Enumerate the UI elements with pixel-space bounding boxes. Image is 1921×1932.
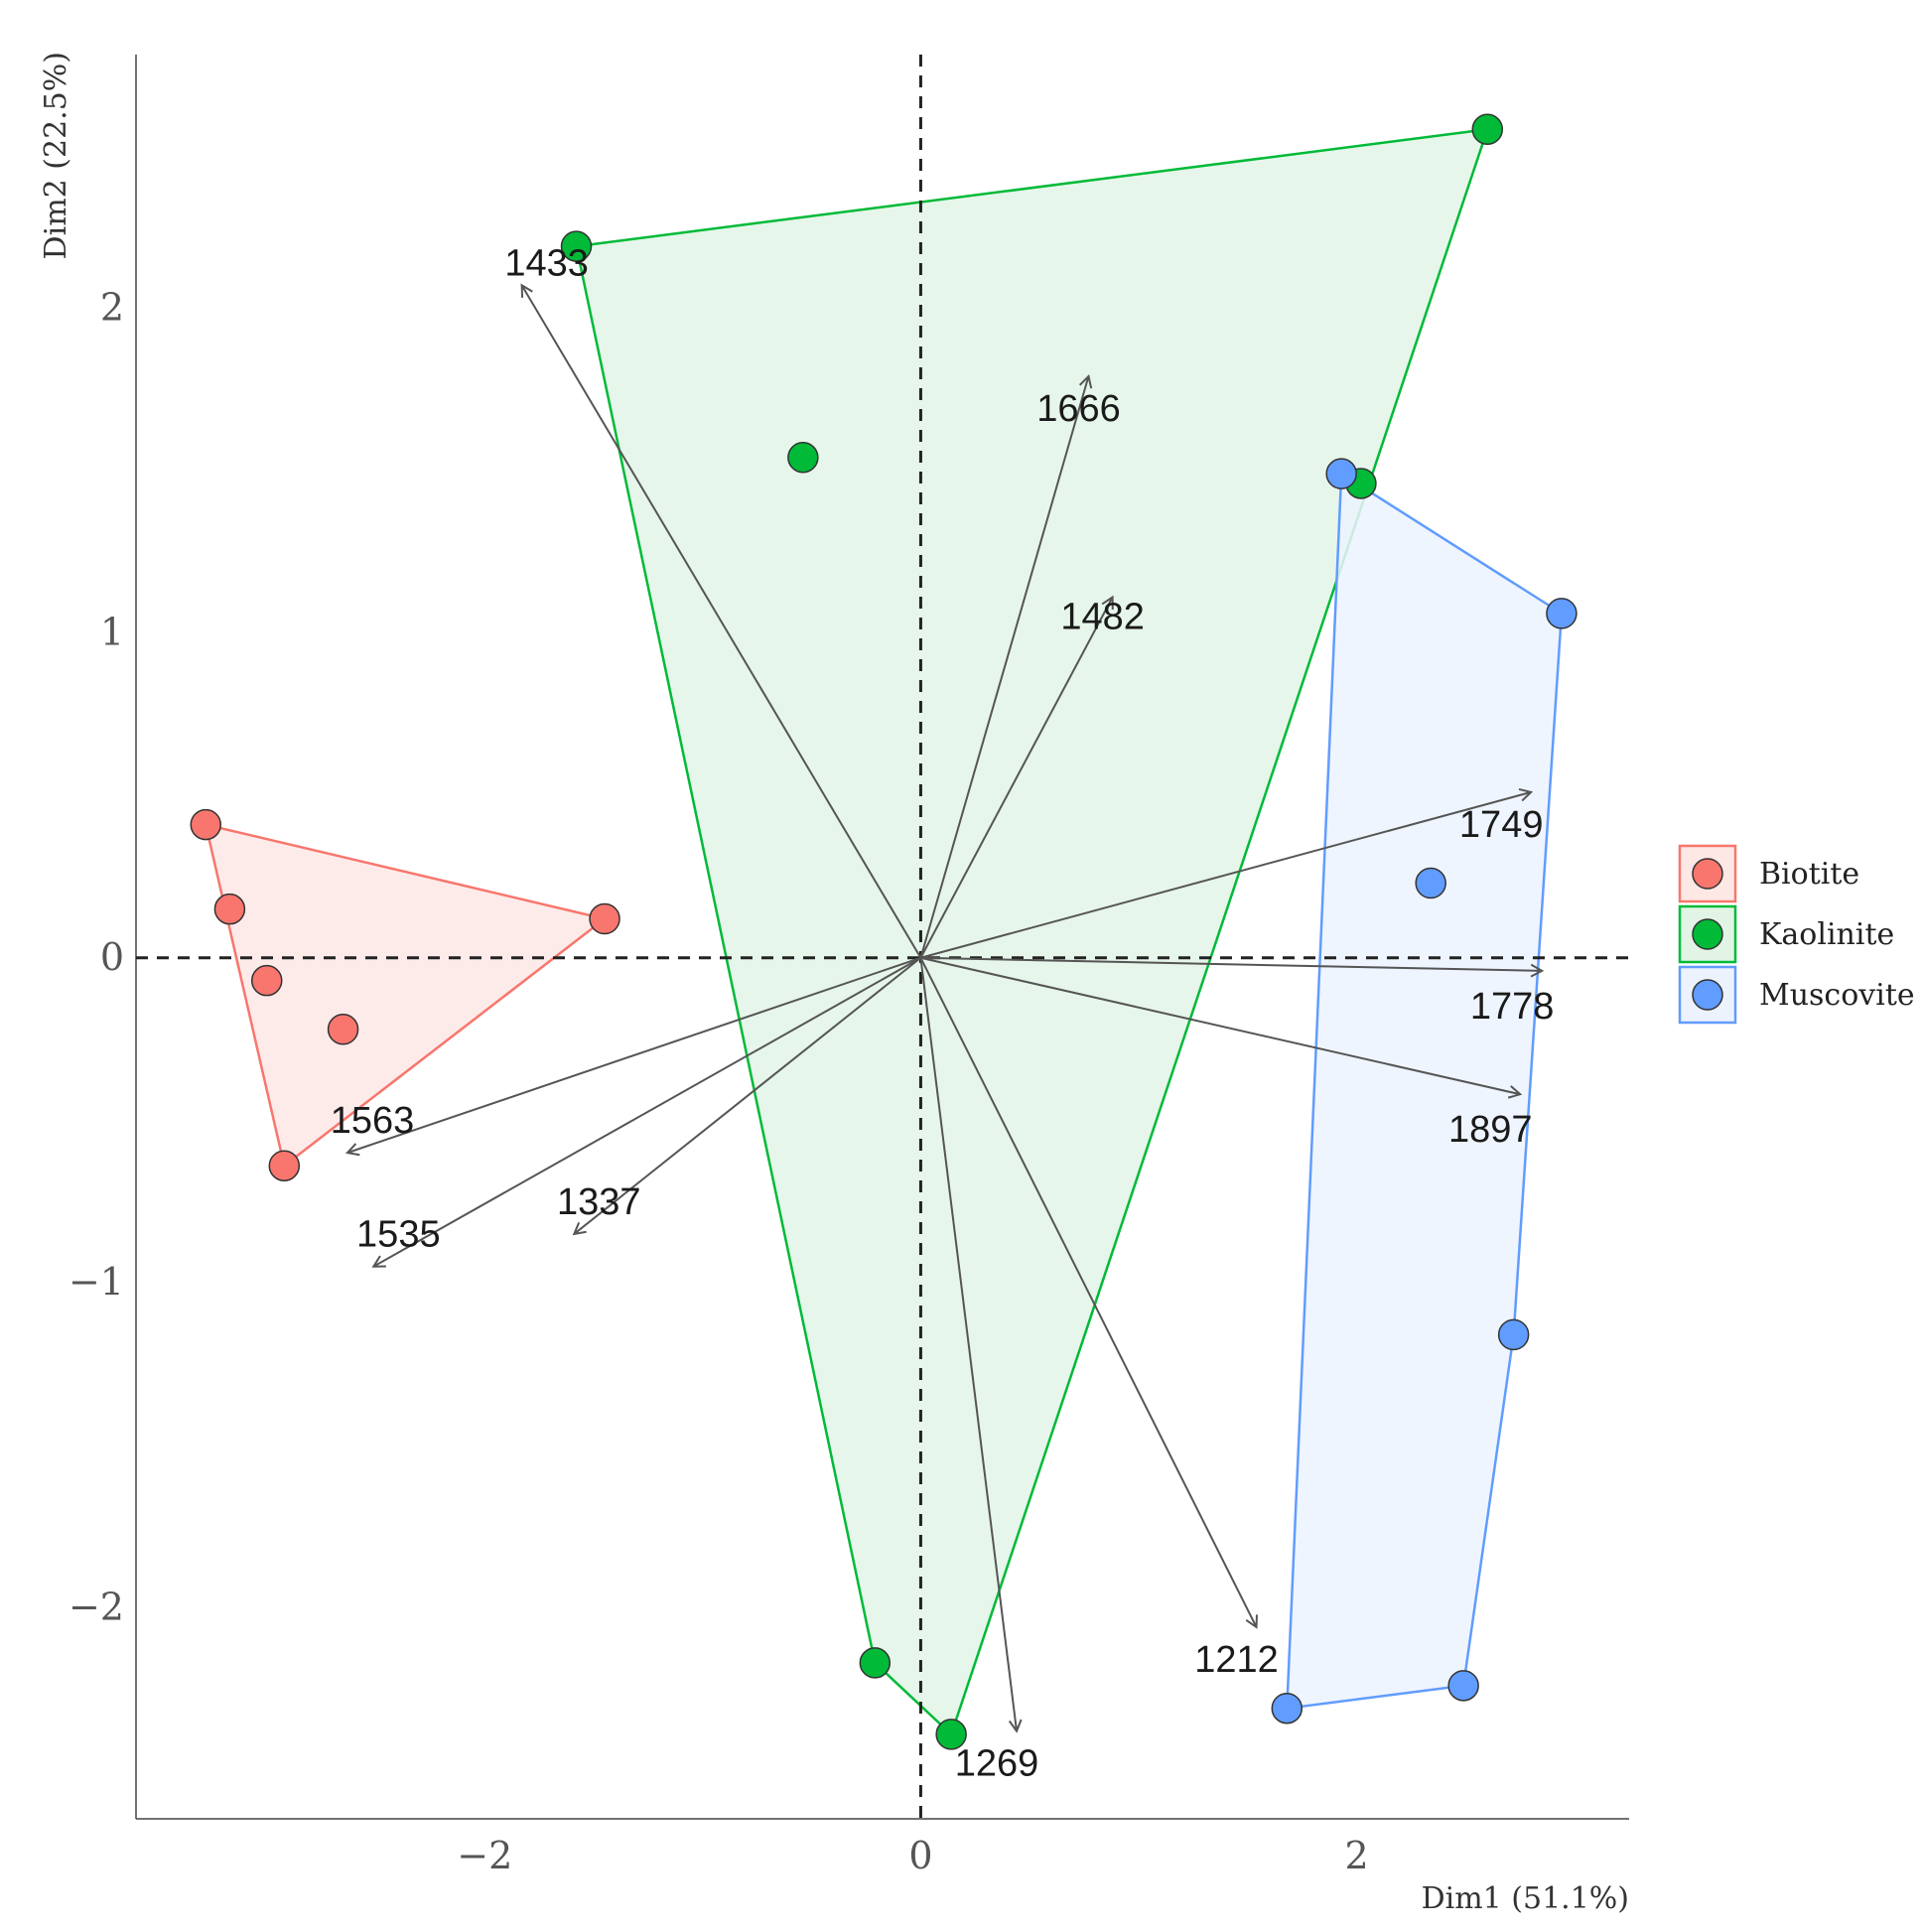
vector-1337 [574, 956, 922, 1234]
hull-muscovite [1285, 471, 1564, 1711]
vector-label-1269: 1269 [955, 1743, 1039, 1785]
point-biotite [213, 893, 246, 925]
legend-marker-kaolinite [1692, 918, 1723, 950]
y-tick-label: −1 [69, 1260, 124, 1304]
point-kaolinite [1471, 113, 1504, 146]
vector-label-1749: 1749 [1459, 804, 1544, 846]
variable-vectors [347, 285, 1542, 1730]
point-biotite [268, 1150, 301, 1181]
vector-1433 [522, 285, 922, 959]
legend-label-muscovite: Muscovite [1759, 978, 1915, 1013]
vector-label-1482: 1482 [1060, 597, 1145, 638]
group-hulls [204, 127, 1564, 1737]
vector-1482 [919, 598, 1112, 959]
vector-label-1433: 1433 [504, 242, 589, 284]
point-muscovite [1546, 598, 1578, 629]
y-tick-label: 2 [100, 285, 124, 329]
vector-label-1337: 1337 [557, 1181, 641, 1223]
y-tick-label: 1 [100, 611, 124, 654]
legend-label-kaolinite: Kaolinite [1759, 917, 1894, 952]
point-muscovite [1447, 1670, 1479, 1702]
vector-1778 [920, 956, 1542, 971]
y-tick-label: −2 [69, 1585, 124, 1628]
x-tick-label: 2 [1344, 1834, 1368, 1877]
point-muscovite [1325, 458, 1357, 489]
vector-label-1897: 1897 [1448, 1109, 1533, 1151]
legend-label-biotite: Biotite [1759, 857, 1859, 892]
point-muscovite [1497, 1318, 1530, 1351]
legend-marker-biotite [1692, 858, 1723, 890]
vector-label-1563: 1563 [331, 1100, 415, 1142]
point-kaolinite [935, 1719, 967, 1750]
legend-key-kaolinite [1678, 904, 1737, 964]
point-kaolinite [787, 442, 819, 474]
x-tick-label: 0 [908, 1834, 932, 1877]
tick-labels: −2 0 2 −2 −1 0 1 2 [69, 285, 1369, 1877]
axes [135, 55, 1629, 1820]
y-axis-title: Dim2 (22.5%) [39, 52, 73, 259]
vector-labels: 1433 1666 1482 1749 1778 1897 1563 1337 1535 1212… [331, 242, 1555, 1784]
vector-1897 [920, 956, 1520, 1094]
vector-1535 [373, 956, 921, 1267]
point-biotite [190, 808, 222, 841]
legend-marker-muscovite [1692, 979, 1723, 1011]
point-biotite [250, 964, 283, 997]
vector-label-1212: 1212 [1194, 1639, 1279, 1681]
point-muscovite [1415, 867, 1446, 899]
point-kaolinite [560, 230, 593, 262]
y-tick-label: 0 [100, 935, 124, 979]
vector-1563 [347, 956, 921, 1153]
vector-1666 [919, 376, 1088, 959]
x-tick-label: −2 [457, 1834, 512, 1877]
vector-1269 [919, 957, 1017, 1731]
vector-1749 [920, 792, 1531, 959]
point-muscovite [1271, 1692, 1304, 1725]
hull-biotite [204, 822, 608, 1169]
vector-1212 [919, 957, 1256, 1627]
legend: Biotite Kaolinite Muscovite [1678, 844, 1915, 1025]
x-axis-title: Dim1 (51.1%) [1422, 1881, 1629, 1916]
vector-label-1666: 1666 [1036, 388, 1121, 430]
point-biotite [327, 1014, 359, 1045]
vector-label-1778: 1778 [1470, 986, 1555, 1028]
point-biotite [589, 902, 620, 935]
point-kaolinite [859, 1647, 892, 1679]
vector-label-1535: 1535 [356, 1214, 441, 1256]
observation-points [190, 113, 1578, 1750]
